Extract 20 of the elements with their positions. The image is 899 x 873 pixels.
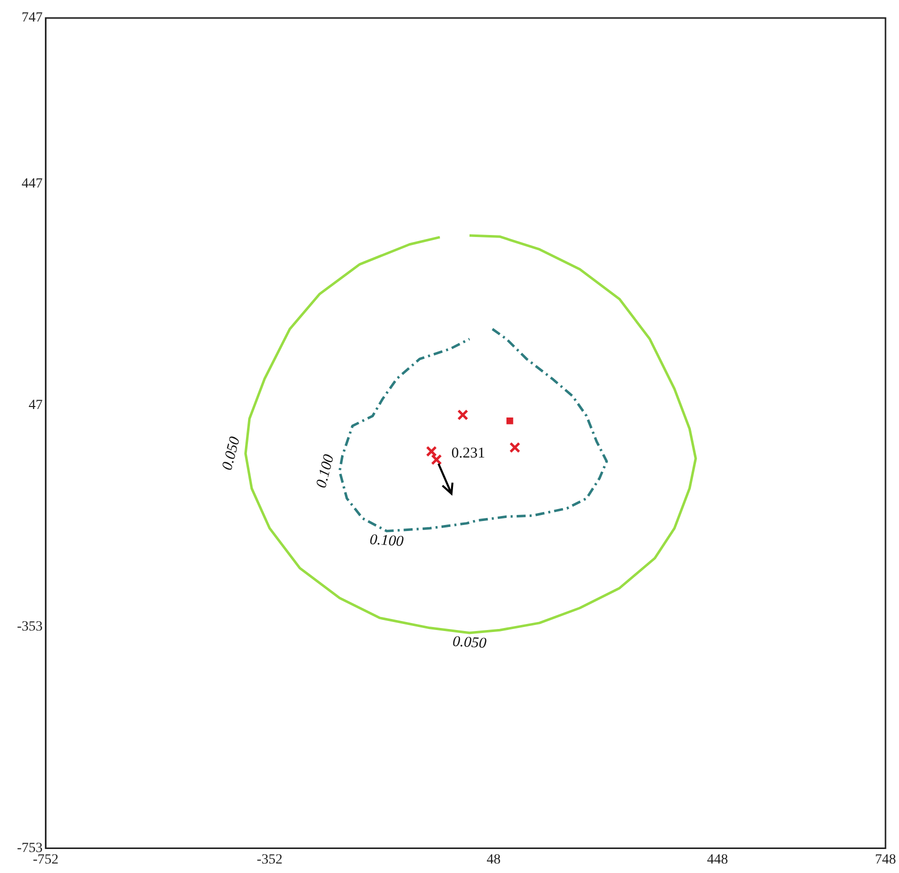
- point: [506, 418, 514, 424]
- point: [457, 409, 468, 420]
- text: 0.050: [452, 634, 487, 652]
- y-tick-label: -353: [16, 619, 43, 634]
- point: [426, 446, 437, 457]
- y-tick-label: 447: [22, 176, 43, 192]
- text: 0.100: [314, 452, 338, 490]
- x-tick-label: 48: [486, 852, 501, 868]
- text: 0.050: [220, 434, 244, 472]
- y-tick-label: 747: [22, 10, 43, 26]
- series-label: 0.100: [369, 532, 404, 550]
- point: [509, 442, 520, 453]
- x-tick-label: -352: [256, 852, 282, 868]
- annotation: 0.231: [451, 445, 486, 462]
- x-tick-label: -752: [32, 852, 58, 868]
- y-tick-label: 47: [28, 398, 43, 414]
- line-series: [338, 328, 608, 532]
- x-tick-label: 748: [875, 852, 896, 868]
- x-tick-label: 448: [707, 852, 728, 868]
- point: [430, 454, 442, 466]
